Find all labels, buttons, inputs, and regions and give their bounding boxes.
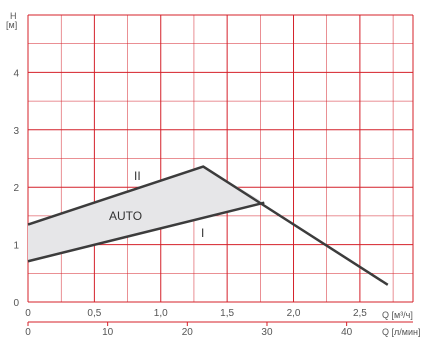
x-tick-label-secondary: 10 <box>102 327 114 338</box>
y-tick-label: 4 <box>13 68 19 79</box>
x-tick-label-secondary: 30 <box>261 327 273 338</box>
y-tick-label: 3 <box>13 126 19 137</box>
x-tick-label: 1,5 <box>220 308 234 319</box>
grid <box>27 14 414 326</box>
curve-II <box>27 165 389 286</box>
auto-region <box>28 166 265 262</box>
x-tick-label: 1,0 <box>154 308 168 319</box>
x-tick-label: 2,5 <box>353 308 367 319</box>
auto-label: AUTO <box>109 209 142 223</box>
x-tick-label-secondary: 40 <box>341 327 353 338</box>
y-axis-label-symbol: H <box>10 11 17 21</box>
curve-I <box>27 201 265 263</box>
x-tick-label-secondary: 20 <box>182 327 194 338</box>
y-tick-label: 0 <box>13 298 19 309</box>
x-axis-label-bottom: Q [л/мин] <box>382 327 420 337</box>
x-axis-label-top: Q [м³/ч] <box>382 310 413 320</box>
y-tick-label: 2 <box>13 183 19 194</box>
y-axis-label-unit: [м] <box>6 20 17 30</box>
x-tick-label-secondary: 0 <box>25 327 31 338</box>
x-tick-label: 0 <box>25 308 31 319</box>
curve-label-I: I <box>201 226 204 240</box>
curves <box>27 165 389 286</box>
curve-label-II: II <box>134 169 141 183</box>
y-tick-label: 1 <box>13 241 19 252</box>
x-tick-label: 2,0 <box>287 308 301 319</box>
x-tick-label: 0,5 <box>87 308 101 319</box>
